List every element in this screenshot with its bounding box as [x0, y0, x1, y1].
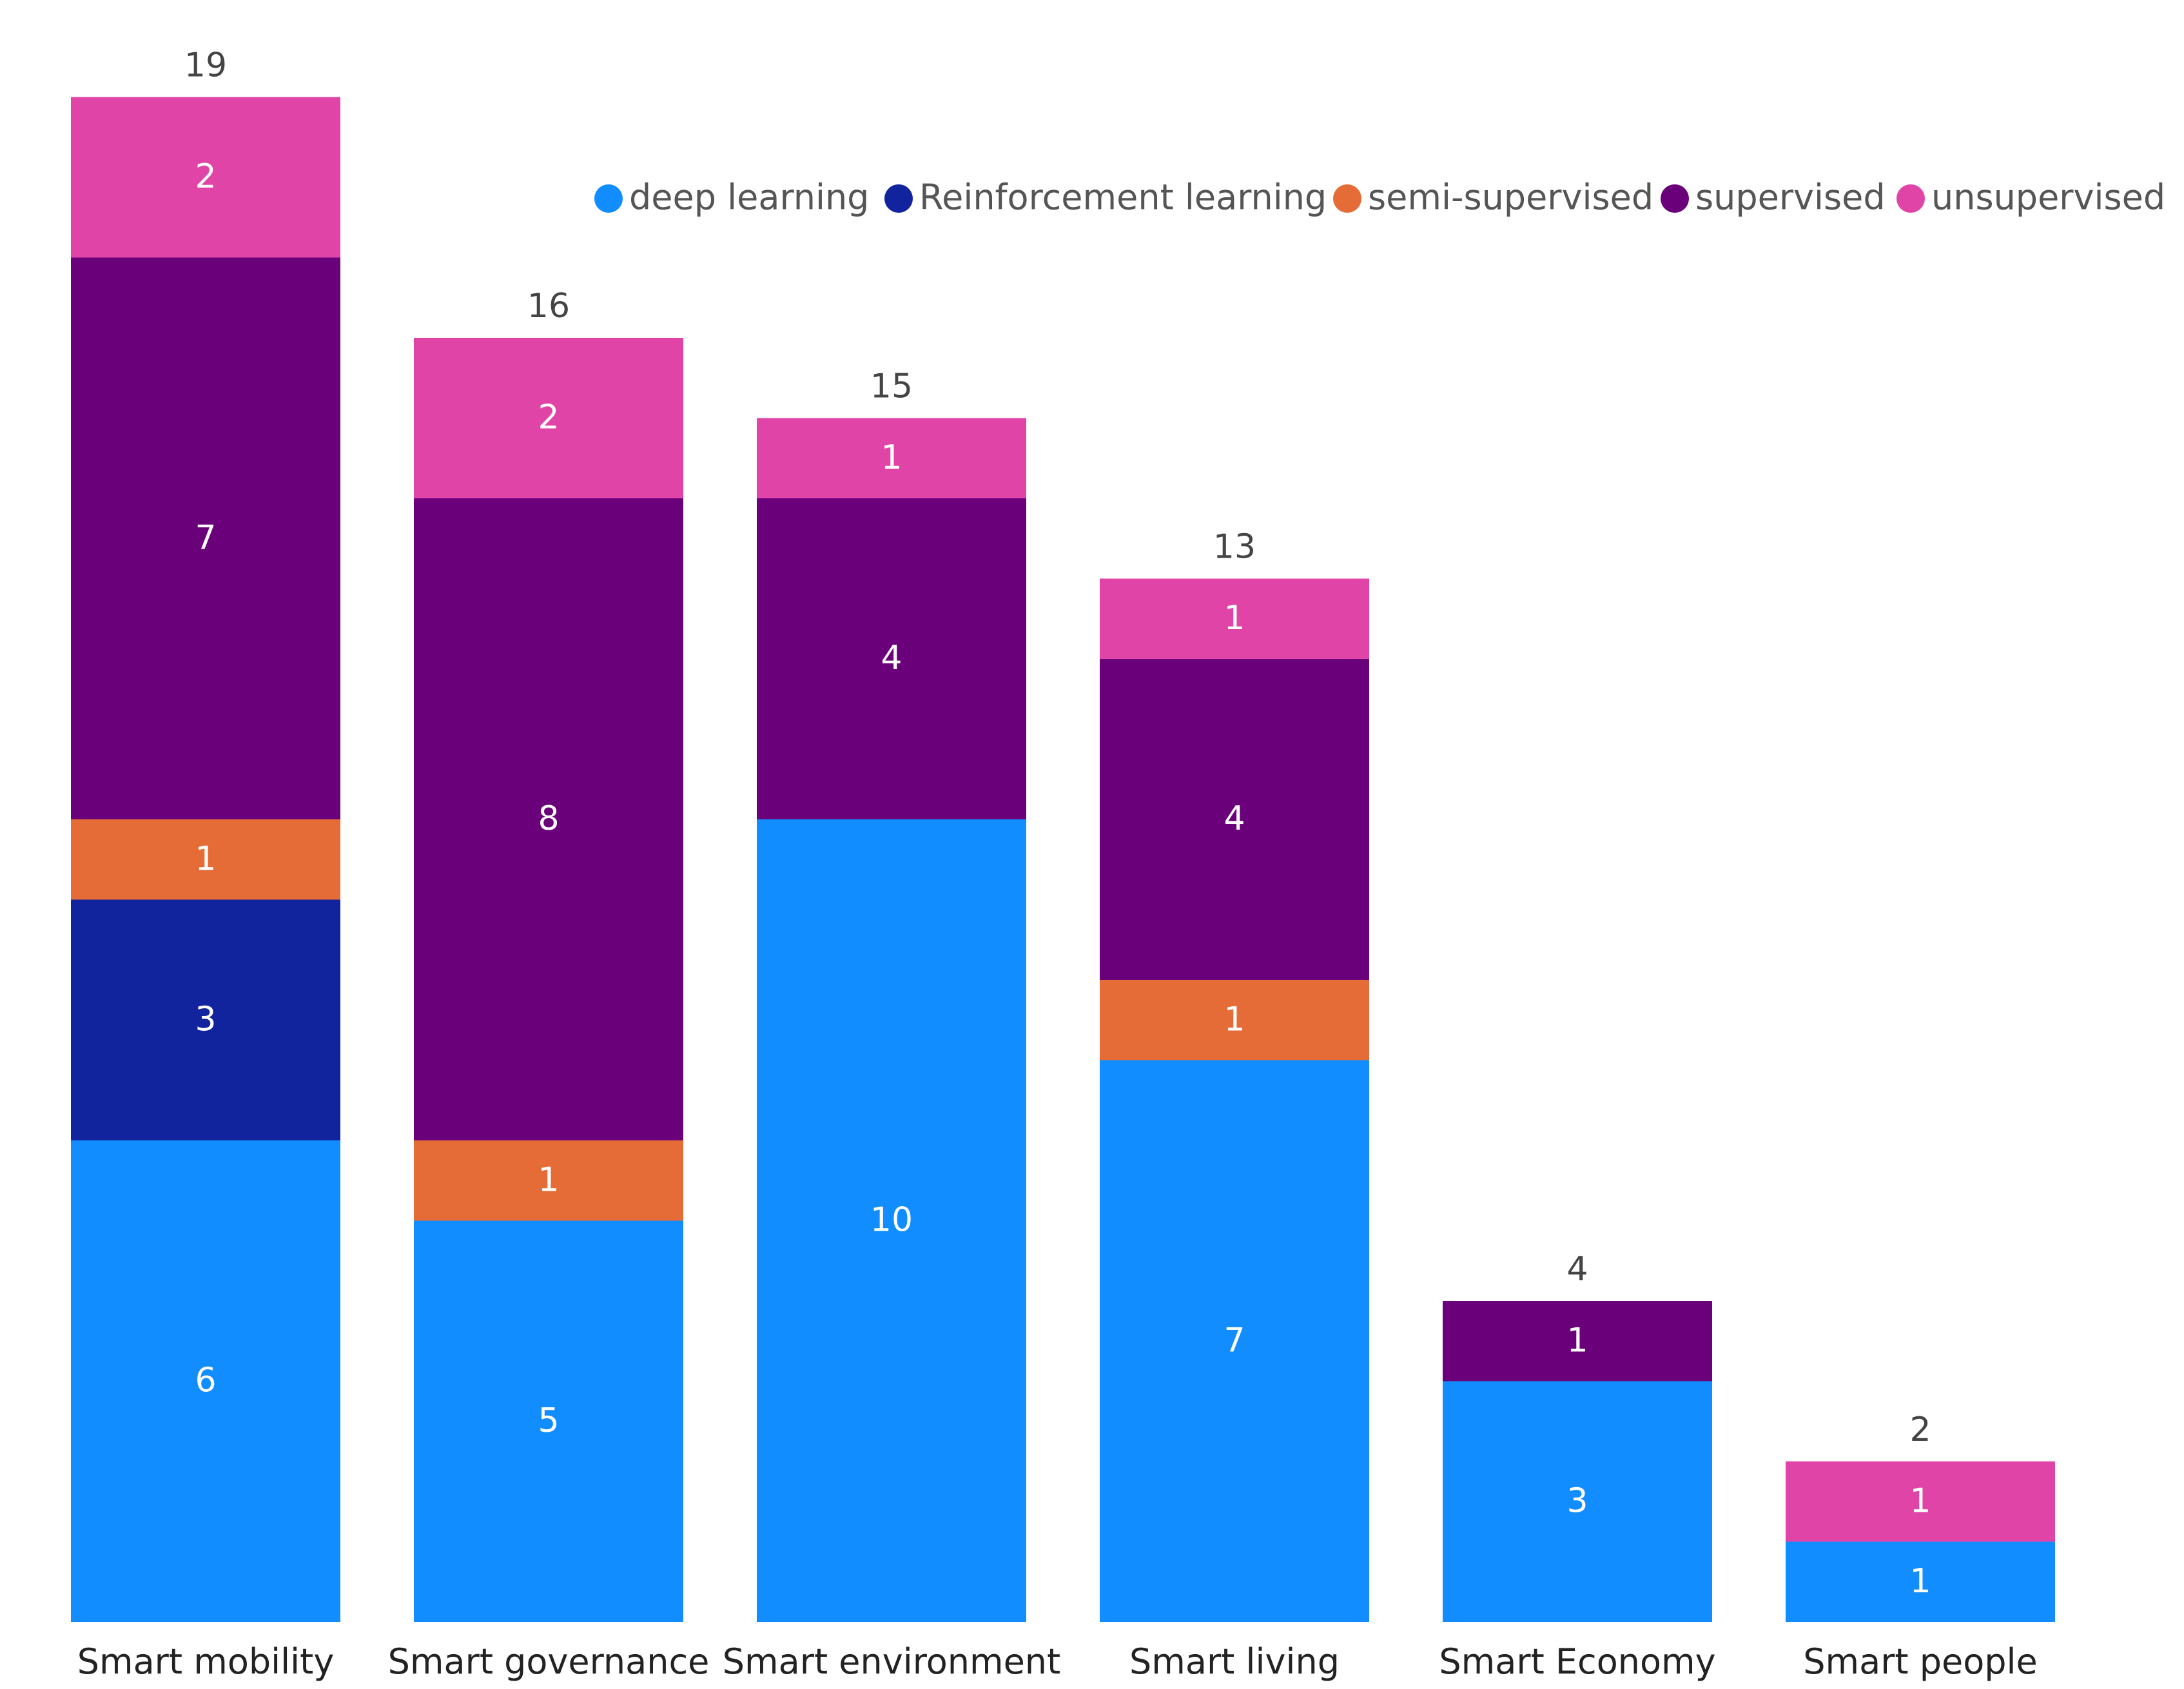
bar-segment-smart-people-unsupervised [1786, 1461, 2055, 1542]
data-label-smart-governance-semi-supervised: 1 [538, 1160, 559, 1199]
total-label-smart-living: 13 [1213, 528, 1256, 567]
x-tick-label-smart-living: Smart living [1129, 1641, 1340, 1682]
x-tick-label-smart-people: Smart people [1803, 1641, 2038, 1682]
legend-marker-reinforcement-learning [884, 184, 913, 213]
total-label-smart-mobility: 19 [184, 46, 227, 85]
data-label-smart-environment-deep-learning: 10 [870, 1201, 913, 1240]
legend-marker-unsupervised [1896, 184, 1925, 213]
x-tick-label-smart-economy: Smart Economy [1439, 1641, 1715, 1682]
bar-segment-smart-environment-unsupervised [757, 418, 1026, 498]
x-tick-label-smart-mobility: Smart mobility [77, 1641, 335, 1682]
legend-marker-semi-supervised [1333, 184, 1361, 213]
data-label-smart-governance-supervised: 8 [538, 799, 559, 838]
bar-segment-smart-living-supervised [1100, 659, 1369, 980]
data-label-smart-people-unsupervised: 1 [1909, 1481, 1931, 1520]
data-label-smart-economy-supervised: 1 [1566, 1321, 1588, 1360]
data-label-smart-living-semi-supervised: 1 [1224, 1000, 1245, 1039]
bar-segment-smart-living-unsupervised [1100, 578, 1369, 659]
legend-label-reinforcement-learning: Reinforcement learning [919, 177, 1327, 218]
total-label-smart-economy: 4 [1566, 1250, 1588, 1289]
data-label-smart-governance-unsupervised: 2 [538, 398, 559, 437]
bar-segment-smart-mobility-unsupervised [71, 97, 340, 258]
data-label-smart-mobility-semi-supervised: 1 [195, 839, 216, 878]
bar-segment-smart-mobility-reinforcement-learning [71, 899, 340, 1140]
data-label-smart-people-deep-learning: 1 [1909, 1562, 1931, 1601]
data-label-smart-economy-deep-learning: 3 [1566, 1481, 1588, 1520]
legend-label-deep-learning: deep learning [629, 177, 869, 218]
total-label-smart-governance: 16 [527, 287, 570, 326]
data-label-smart-living-unsupervised: 1 [1224, 599, 1245, 638]
x-tick-label-smart-environment: Smart environment [723, 1641, 1060, 1682]
data-label-smart-governance-deep-learning: 5 [538, 1401, 559, 1440]
legend-marker-supervised [1661, 184, 1689, 213]
bar-segment-smart-governance-unsupervised [414, 338, 683, 498]
bar-segment-smart-people-deep-learning [1786, 1541, 2055, 1622]
legend: deep learning Reinforcement learning semi-… [594, 177, 2165, 218]
bar-segment-smart-environment-supervised [757, 498, 1026, 819]
data-label-smart-mobility-unsupervised: 2 [195, 157, 216, 196]
bar-segment-smart-mobility-semi-supervised [71, 819, 340, 900]
bar-segment-smart-environment-deep-learning [757, 819, 1026, 1622]
bar-segment-smart-mobility-deep-learning [71, 1140, 340, 1622]
legend-marker-deep-learning [594, 184, 623, 213]
bar-segment-smart-governance-semi-supervised [414, 1140, 683, 1221]
x-axis: Smart mobility Smart governance Smart envi… [77, 1641, 2038, 1682]
data-label-smart-mobility-deep-learning: 6 [195, 1362, 216, 1400]
data-label-smart-mobility-reinforcement-learning: 3 [195, 1000, 216, 1039]
legend-label-semi-supervised: semi-supervised [1368, 177, 1653, 218]
total-label-smart-people: 2 [1909, 1411, 1931, 1449]
data-label-smart-living-deep-learning: 7 [1224, 1321, 1245, 1360]
bar-segment-smart-economy-deep-learning [1443, 1381, 1712, 1622]
x-tick-label-smart-governance: Smart governance [388, 1641, 710, 1682]
legend-label-supervised: supervised [1695, 177, 1886, 218]
data-label-smart-living-supervised: 4 [1224, 799, 1245, 838]
bar-segment-smart-economy-supervised [1443, 1301, 1712, 1381]
data-label-smart-environment-supervised: 4 [881, 639, 902, 678]
bar-segment-smart-living-semi-supervised [1100, 980, 1369, 1060]
bar-segment-smart-governance-supervised [414, 498, 683, 1140]
bar-segment-smart-governance-deep-learning [414, 1220, 683, 1622]
bar-segment-smart-living-deep-learning [1100, 1060, 1369, 1622]
data-label-smart-environment-unsupervised: 1 [881, 438, 902, 477]
bar-segment-smart-mobility-supervised [71, 257, 340, 819]
legend-label-unsupervised: unsupervised [1931, 177, 2165, 218]
total-label-smart-environment: 15 [870, 367, 913, 406]
data-label-smart-mobility-supervised: 7 [195, 518, 216, 557]
